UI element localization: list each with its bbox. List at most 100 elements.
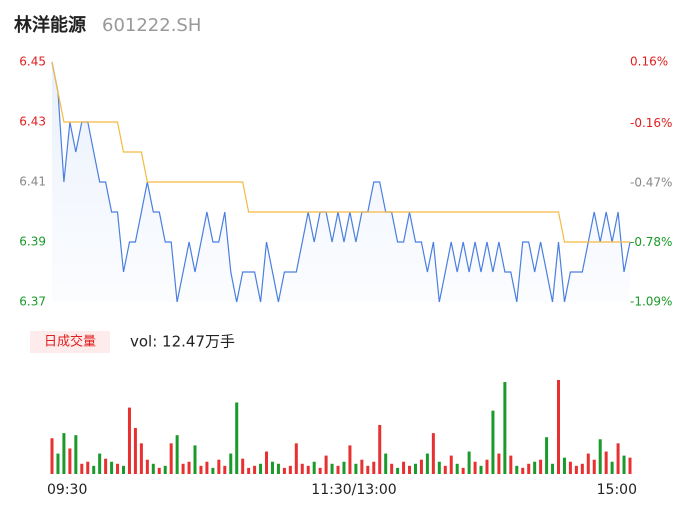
volume-bar <box>282 467 286 474</box>
volume-bar <box>509 455 513 474</box>
volume-bar <box>413 463 417 474</box>
volume-bar <box>556 380 560 474</box>
volume-bar <box>235 402 239 474</box>
volume-bar <box>586 453 590 474</box>
price-line <box>51 61 631 303</box>
volume-bar <box>384 453 388 474</box>
volume-bar <box>98 453 102 474</box>
y2-tick-label: -1.09% <box>630 295 672 309</box>
volume-bar <box>294 443 298 474</box>
volume-bar <box>425 453 429 474</box>
volume-bar <box>324 455 328 474</box>
volume-bar <box>402 461 406 474</box>
volume-bar <box>145 459 149 474</box>
volume-name: 日成交量 <box>44 334 96 350</box>
volume-bar <box>396 467 400 474</box>
volume-bar <box>610 461 614 474</box>
volume-bar <box>312 461 316 474</box>
volume-bar <box>163 465 167 474</box>
y2-tick-label: -0.16% <box>630 116 672 130</box>
volume-bar <box>336 465 340 474</box>
y-tick-label: 6.43 <box>19 115 46 129</box>
volume-bar <box>56 453 60 474</box>
volume-bar <box>491 410 495 474</box>
y-tick-label: 6.39 <box>19 235 46 249</box>
volume-bar <box>473 461 477 474</box>
volume-bar <box>551 463 555 474</box>
volume-bar <box>437 461 441 474</box>
volume-bar <box>455 463 459 474</box>
volume-bar <box>449 455 453 474</box>
volume-bar <box>241 458 245 474</box>
volume-bar <box>408 465 412 474</box>
volume-bar <box>199 465 203 474</box>
volume-bar <box>217 459 221 474</box>
volume-bar <box>628 457 632 474</box>
volume-bar <box>580 463 584 474</box>
volume-bar <box>276 463 280 474</box>
volume-bar <box>205 461 209 474</box>
volume-bar <box>533 461 537 474</box>
volume-bar <box>485 459 489 474</box>
volume-bar <box>342 461 346 474</box>
price-area <box>52 62 630 302</box>
volume-bar <box>616 443 620 474</box>
volume-bar <box>133 428 137 474</box>
volume-bar <box>354 463 358 474</box>
y-tick-label: 6.41 <box>19 175 46 189</box>
volume-total: vol: 12.47万手 <box>130 333 235 351</box>
volume-bar <box>247 467 251 474</box>
y2-tick-label: -0.78% <box>630 235 672 249</box>
x-tick-label: 11:30/13:00 <box>311 482 396 498</box>
volume-bar <box>270 461 274 474</box>
volume-bar <box>50 438 54 474</box>
volume-bar <box>62 433 66 474</box>
volume-bar <box>562 457 566 474</box>
volume-bar <box>318 467 322 474</box>
volume-bar <box>223 465 227 474</box>
y2-tick-label: -0.47% <box>630 175 672 189</box>
volume-bar <box>431 433 435 474</box>
volume-bar <box>461 467 465 474</box>
title: 林洋能源 <box>14 14 86 36</box>
volume-bar <box>211 467 215 474</box>
volume-bar <box>181 463 185 474</box>
volume-bar <box>175 435 179 474</box>
volume-bar <box>187 461 191 474</box>
volume-bar <box>622 455 626 474</box>
volume-bar <box>574 465 578 474</box>
volume-bar <box>169 443 173 474</box>
y-tick-label: 6.37 <box>19 295 46 309</box>
volume-bar <box>259 463 263 474</box>
volume-bar <box>366 465 370 474</box>
volume-bar <box>253 465 257 474</box>
average-line <box>51 61 630 243</box>
volume-bar <box>479 465 483 474</box>
volume-bar <box>139 443 143 474</box>
volume-bar <box>598 439 602 474</box>
volume-bar <box>288 465 292 474</box>
volume-bar <box>568 461 572 474</box>
volume-bar <box>80 463 84 474</box>
volume-bar <box>229 453 233 474</box>
subtitle: 601222.SH <box>102 15 201 36</box>
volume-bar <box>360 459 364 474</box>
volume-bar <box>467 451 471 474</box>
volume-bar <box>193 445 197 474</box>
volume-bar <box>372 461 376 474</box>
volume-bar <box>157 467 161 474</box>
volume-bar <box>539 459 543 474</box>
volume-bar <box>151 463 155 474</box>
volume-bar <box>443 465 447 474</box>
volume-bar <box>306 465 310 474</box>
volume-bar <box>419 459 423 474</box>
volume-bar <box>521 467 525 474</box>
volume-bar <box>122 465 126 474</box>
volume-bar <box>503 382 507 474</box>
y2-tick-label: 0.16% <box>630 55 668 69</box>
volume-bar <box>265 451 269 474</box>
y-tick-label: 6.45 <box>19 55 46 69</box>
volume-bar <box>348 445 352 474</box>
